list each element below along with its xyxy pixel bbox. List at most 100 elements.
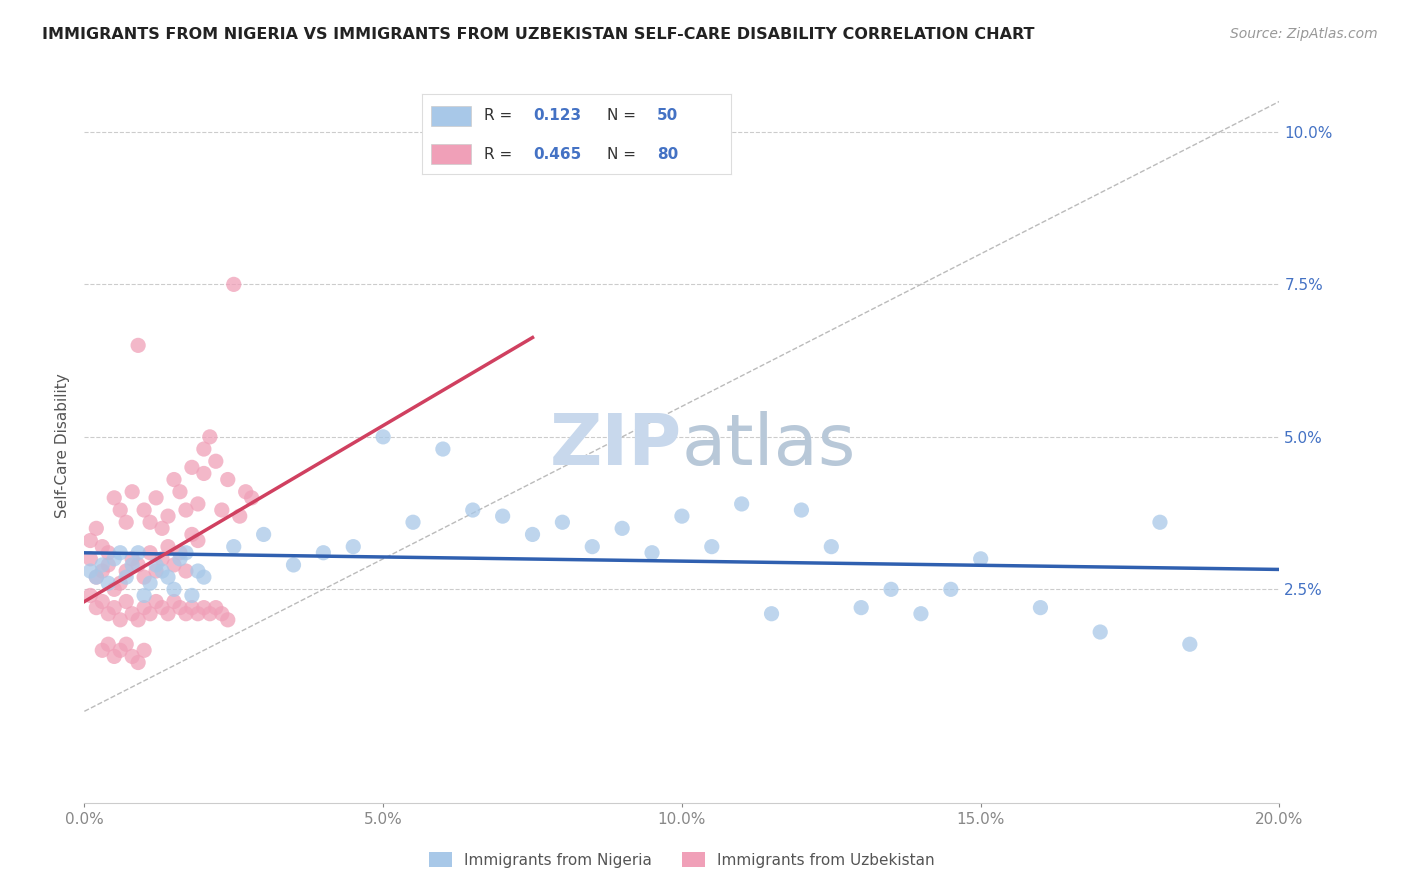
Point [139,546,162,560]
Text: 0.465: 0.465 [533,147,582,161]
Point [880,582,903,597]
Point [181,600,204,615]
Point [181,527,204,541]
Point [139,576,162,591]
Point [373,430,395,444]
Point [402,515,425,529]
Point [1178,637,1201,651]
Point [187,564,209,578]
Point [86,521,108,535]
Point [103,491,125,505]
Point [91,558,114,572]
Point [174,607,197,621]
Point [91,564,114,578]
Point [222,277,245,292]
Point [121,558,143,572]
Point [110,503,132,517]
Point [86,600,108,615]
Point [193,442,215,456]
Point [198,607,221,621]
Point [110,613,132,627]
Point [97,637,120,651]
Point [97,546,120,560]
Point [235,484,257,499]
Point [110,576,132,591]
Point [145,558,167,572]
Point [91,643,114,657]
Legend: Immigrants from Nigeria, Immigrants from Uzbekistan: Immigrants from Nigeria, Immigrants from… [423,846,941,873]
Point [139,515,162,529]
Point [145,564,167,578]
Point [86,570,108,584]
Point [169,551,191,566]
Point [731,497,754,511]
Point [939,582,962,597]
Point [127,338,149,352]
Point [181,589,204,603]
Point [174,546,197,560]
Point [211,503,233,517]
Point [342,540,364,554]
Point [97,607,120,621]
Point [211,607,233,621]
Point [283,558,305,572]
Point [205,454,228,468]
Point [671,509,693,524]
Text: atlas: atlas [682,411,856,481]
Point [115,594,138,608]
Point [127,613,149,627]
Point [163,582,186,597]
Text: ZIP: ZIP [550,411,682,481]
Point [187,607,209,621]
Point [97,576,120,591]
Point [551,515,574,529]
Point [761,607,783,621]
Point [150,600,173,615]
Point [127,656,149,670]
Point [163,473,186,487]
Point [790,503,813,517]
Point [121,649,143,664]
Point [253,527,276,541]
Point [91,540,114,554]
Point [970,551,993,566]
Point [163,558,186,572]
Point [79,589,101,603]
Point [110,546,132,560]
Point [1090,625,1112,640]
Point [851,600,873,615]
Point [150,551,173,566]
Point [228,509,252,524]
Point [222,540,245,554]
Point [700,540,723,554]
Point [115,515,138,529]
Point [641,546,664,560]
Point [432,442,454,456]
Text: N =: N = [607,147,641,161]
Point [132,503,156,517]
Point [121,484,143,499]
Point [169,484,191,499]
Point [522,527,544,541]
Point [1029,600,1052,615]
Point [145,594,167,608]
Point [581,540,603,554]
Point [193,570,215,584]
Point [910,607,932,621]
Point [132,643,156,657]
Text: R =: R = [484,108,517,123]
Point [132,600,156,615]
Point [127,546,149,560]
Point [312,546,335,560]
Text: 0.123: 0.123 [533,108,581,123]
Point [169,600,191,615]
Point [187,533,209,548]
Point [181,460,204,475]
Text: IMMIGRANTS FROM NIGERIA VS IMMIGRANTS FROM UZBEKISTAN SELF-CARE DISABILITY CORRE: IMMIGRANTS FROM NIGERIA VS IMMIGRANTS FR… [42,27,1035,42]
Point [121,551,143,566]
Point [1149,515,1171,529]
Point [103,649,125,664]
Point [115,637,138,651]
Text: 80: 80 [657,147,678,161]
Y-axis label: Self-Care Disability: Self-Care Disability [55,374,70,518]
